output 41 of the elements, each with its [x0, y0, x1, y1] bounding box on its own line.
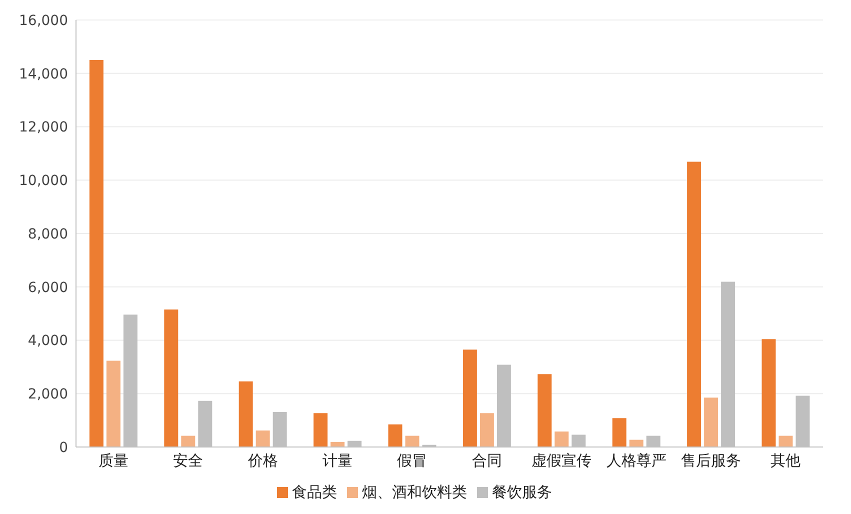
- bar: [687, 162, 702, 447]
- legend-label: 餐饮服务: [492, 483, 552, 501]
- bar: [462, 350, 477, 447]
- x-tick-label: 质量: [98, 452, 128, 470]
- bar: [181, 436, 196, 447]
- bar: [238, 381, 253, 447]
- y-tick-label: 4,000: [28, 333, 68, 350]
- x-tick-label: 虚假宣传: [532, 452, 592, 470]
- y-tick-label: 12,000: [19, 120, 68, 136]
- x-tick-label: 安全: [173, 452, 204, 470]
- bar: [164, 310, 178, 447]
- bar: [106, 360, 120, 447]
- x-tick-label: 合同: [472, 452, 502, 470]
- bar: [704, 398, 718, 447]
- bar: [762, 339, 776, 447]
- bar: [554, 432, 569, 447]
- bar: [778, 436, 793, 447]
- y-tick-label: 10,000: [19, 173, 68, 190]
- x-tick-label: 其他: [770, 452, 801, 470]
- legend-label: 食品类: [292, 483, 337, 501]
- bar: [629, 440, 644, 447]
- y-tick-label: 0: [59, 440, 68, 456]
- bar: [405, 436, 420, 447]
- y-tick-label: 6,000: [28, 280, 68, 296]
- bar: [314, 413, 328, 447]
- bar: [538, 374, 552, 447]
- x-tick-label: 价格: [246, 452, 278, 470]
- y-tick-label: 8,000: [28, 226, 68, 242]
- legend-label: 烟、酒和饮料类: [362, 483, 467, 501]
- x-tick-label: 售后服务: [680, 452, 741, 470]
- y-tick-label: 16,000: [19, 12, 68, 29]
- bar: [256, 430, 270, 447]
- x-tick-label: 假冒: [397, 452, 428, 470]
- bar: [89, 60, 104, 447]
- bar: [612, 418, 626, 447]
- bar: [480, 413, 494, 447]
- x-tick-label: 计量: [322, 452, 352, 470]
- y-tick-label: 14,000: [19, 66, 68, 82]
- x-tick-label: 人格尊严: [606, 452, 666, 470]
- y-tick-label: 2,000: [28, 386, 68, 403]
- bar: [388, 424, 402, 447]
